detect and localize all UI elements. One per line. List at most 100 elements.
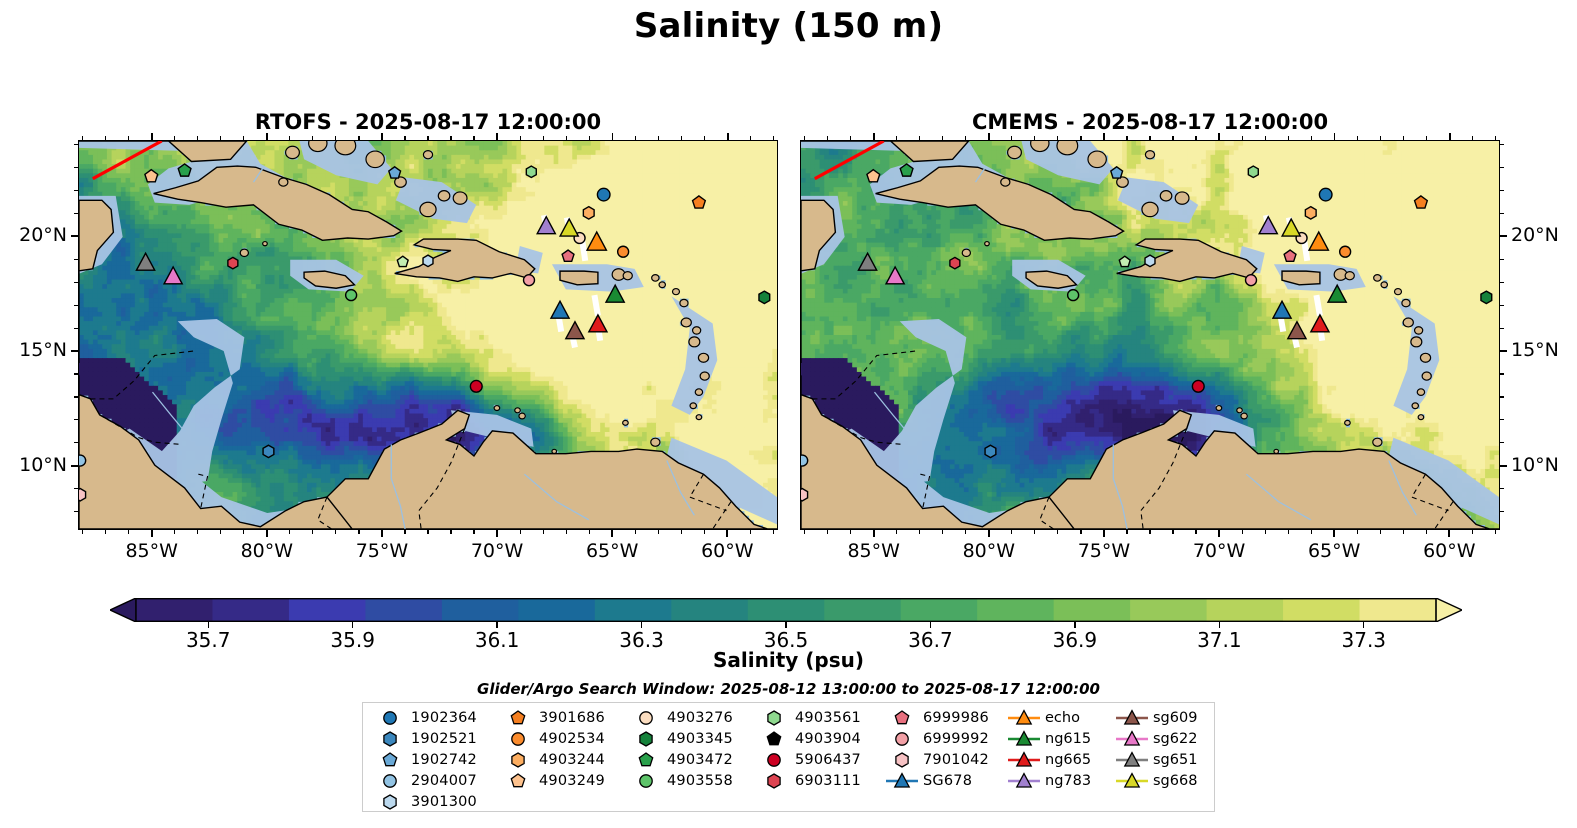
legend-item-4903472[interactable]: 4903472 <box>625 749 753 770</box>
legend-item-sg609[interactable]: sg609 <box>1111 707 1211 728</box>
legend-item-6999992[interactable]: 6999992 <box>881 728 1003 749</box>
map-marker-3901300[interactable] <box>1144 254 1156 268</box>
map-marker-4903472[interactable] <box>177 163 192 177</box>
map-marker-4903345[interactable] <box>758 290 771 305</box>
map-marker-echo[interactable] <box>1307 230 1330 251</box>
legend-item-ng665[interactable]: ng665 <box>1003 749 1111 770</box>
map-marker-SG678[interactable] <box>1271 299 1293 319</box>
legend-item-ng783[interactable]: ng783 <box>1003 770 1111 791</box>
legend-item-4903244[interactable]: 4903244 <box>497 749 625 770</box>
map-marker-4903244[interactable] <box>1304 205 1317 220</box>
map-marker-sg651[interactable] <box>135 251 156 271</box>
map-marker-6999992[interactable] <box>522 274 536 287</box>
map-marker-sg622[interactable] <box>884 265 906 285</box>
map-marker-6903111[interactable] <box>949 256 961 270</box>
legend-item-SG678[interactable]: SG678 <box>881 770 1003 791</box>
xtick-top <box>174 136 176 140</box>
map-marker-ng665[interactable] <box>1309 313 1331 333</box>
legend-item-sg622[interactable]: sg622 <box>1111 728 1211 749</box>
legend-label: 4902534 <box>539 731 605 747</box>
legend-item-4903345[interactable]: 4903345 <box>625 728 753 749</box>
xtick-minor <box>174 530 176 534</box>
map-marker-3901300[interactable] <box>422 254 434 268</box>
map-marker-6999986[interactable] <box>561 249 575 262</box>
legend-box[interactable]: 1902364 1902521 1902742 2904007 3901300 39016… <box>362 702 1215 812</box>
legend-item-sg651[interactable]: sg651 <box>1111 749 1211 770</box>
legend-item-5906437[interactable]: 5906437 <box>753 749 881 770</box>
map-rtofs[interactable] <box>78 140 778 530</box>
legend-item-4902534[interactable]: 4902534 <box>497 728 625 749</box>
map-marker-4902534[interactable] <box>1338 245 1352 258</box>
map-marker-4903558[interactable] <box>1066 288 1080 302</box>
xtick-minor <box>827 530 829 534</box>
legend-item-3901686[interactable]: 3901686 <box>497 707 625 728</box>
map-marker-4903249[interactable] <box>144 168 159 183</box>
map-marker-3901686[interactable] <box>1413 195 1429 209</box>
map-cmems[interactable] <box>800 140 1500 530</box>
legend-item-4903561[interactable]: 4903561 <box>753 707 881 728</box>
legend-item-6999986[interactable]: 6999986 <box>881 707 1003 728</box>
map-marker-7901042[interactable] <box>79 487 87 502</box>
map-marker-ng783[interactable] <box>536 215 557 235</box>
legend-item-2904007[interactable]: 2904007 <box>369 770 497 791</box>
map-marker-1902742[interactable] <box>387 165 402 179</box>
map-marker-sg651[interactable] <box>857 251 878 271</box>
map-marker-4903558[interactable] <box>344 288 358 302</box>
map-marker-ng665[interactable] <box>587 313 609 333</box>
map-marker-ng615[interactable] <box>1326 283 1348 303</box>
map-marker-4902534[interactable] <box>616 245 630 258</box>
map-marker-1902521[interactable] <box>984 444 997 459</box>
map-marker-4903904[interactable] <box>396 255 409 268</box>
map-marker-sg609[interactable] <box>564 320 586 340</box>
legend-item-3901300[interactable]: 3901300 <box>369 791 497 812</box>
map-marker-6999986[interactable] <box>1283 249 1297 262</box>
map-marker-4903249[interactable] <box>866 168 881 183</box>
map-marker-echo[interactable] <box>585 230 608 251</box>
map-marker-4903904[interactable] <box>1118 255 1131 268</box>
map-marker-5906437[interactable] <box>1191 379 1205 393</box>
xtick-minor <box>289 530 291 534</box>
map-marker-ng783[interactable] <box>1258 215 1279 235</box>
xtick-top <box>220 136 222 140</box>
xtick-top <box>197 136 199 140</box>
ytick-minor <box>1500 258 1504 260</box>
map-marker-SG678[interactable] <box>549 299 571 319</box>
legend-item-4903276[interactable]: 4903276 <box>625 707 753 728</box>
map-marker-6999992[interactable] <box>1244 274 1258 287</box>
map-marker-6903111[interactable] <box>227 256 239 270</box>
legend-item-4903249[interactable]: 4903249 <box>497 770 625 791</box>
legend-item-ng615[interactable]: ng615 <box>1003 728 1111 749</box>
legend-label: 1902742 <box>411 752 477 768</box>
map-marker-5906437[interactable] <box>469 379 483 393</box>
map-marker-sg609[interactable] <box>1286 320 1308 340</box>
map-marker-sg622[interactable] <box>162 265 184 285</box>
map-marker-1902521[interactable] <box>262 444 275 459</box>
legend-item-1902742[interactable]: 1902742 <box>369 749 497 770</box>
map-marker-4903561[interactable] <box>525 165 537 179</box>
xtick-top <box>804 136 806 140</box>
map-marker-4903244[interactable] <box>582 205 595 220</box>
legend-item-4903904[interactable]: 4903904 <box>753 728 881 749</box>
map-marker-1902364[interactable] <box>1318 187 1333 202</box>
map-marker-sg668[interactable] <box>558 217 580 237</box>
legend-item-6903111[interactable]: 6903111 <box>753 770 881 791</box>
legend-item-4903558[interactable]: 4903558 <box>625 770 753 791</box>
map-marker-4903561[interactable] <box>1247 165 1259 179</box>
legend-item-sg668[interactable]: sg668 <box>1111 770 1211 791</box>
map-marker-4903345[interactable] <box>1480 290 1493 305</box>
legend-item-7901042[interactable]: 7901042 <box>881 749 1003 770</box>
map-marker-2904007[interactable] <box>79 454 87 467</box>
map-marker-4903472[interactable] <box>899 163 914 177</box>
legend-item-1902364[interactable]: 1902364 <box>369 707 497 728</box>
map-marker-3901686[interactable] <box>691 195 707 209</box>
colorbar[interactable] <box>110 598 1462 622</box>
legend-item-1902521[interactable]: 1902521 <box>369 728 497 749</box>
map-marker-1902742[interactable] <box>1109 165 1124 179</box>
map-marker-sg668[interactable] <box>1280 217 1302 237</box>
map-marker-7901042[interactable] <box>801 487 809 502</box>
map-marker-2904007[interactable] <box>801 454 809 467</box>
legend-marker-circle-icon <box>497 728 539 749</box>
map-marker-1902364[interactable] <box>596 187 611 202</box>
legend-item-echo[interactable]: echo <box>1003 707 1111 728</box>
map-marker-ng615[interactable] <box>604 283 626 303</box>
